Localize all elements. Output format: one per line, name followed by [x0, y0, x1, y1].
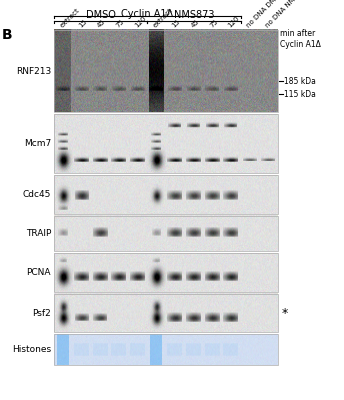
- Text: Mcm7: Mcm7: [24, 139, 51, 148]
- Text: 45: 45: [96, 18, 107, 29]
- Text: Histones: Histones: [12, 345, 51, 354]
- Text: 185 kDa: 185 kDa: [284, 76, 316, 86]
- Text: no DNA NMS873: no DNA NMS873: [265, 0, 309, 29]
- Text: Cyclin A1Δ: Cyclin A1Δ: [121, 9, 173, 19]
- Text: no DNA DMSO: no DNA DMSO: [246, 0, 285, 29]
- Text: 120: 120: [227, 15, 241, 29]
- Text: PCNA: PCNA: [26, 268, 51, 277]
- Text: 120: 120: [134, 15, 148, 29]
- Text: NMS873: NMS873: [174, 10, 214, 20]
- Text: Cdc45: Cdc45: [23, 190, 51, 199]
- Bar: [54, 175, 278, 214]
- Text: min after
Cyclin A1Δ: min after Cyclin A1Δ: [280, 29, 321, 49]
- Bar: [54, 253, 278, 292]
- Text: TRAIP: TRAIP: [25, 229, 51, 238]
- Text: extract: extract: [152, 7, 174, 29]
- Bar: [54, 216, 278, 251]
- Text: 75: 75: [115, 18, 126, 29]
- Text: 15: 15: [171, 18, 182, 29]
- Text: extract: extract: [59, 7, 81, 29]
- Text: 15: 15: [78, 18, 88, 29]
- Text: RNF213: RNF213: [16, 67, 51, 76]
- Bar: [54, 294, 278, 332]
- Text: 75: 75: [208, 18, 219, 29]
- Text: DMSO: DMSO: [86, 10, 116, 20]
- Text: *: *: [282, 306, 288, 320]
- Text: 115 kDa: 115 kDa: [284, 90, 316, 99]
- Bar: [54, 114, 278, 173]
- Bar: [54, 334, 278, 364]
- Text: B: B: [2, 28, 13, 42]
- Text: 45: 45: [190, 18, 200, 29]
- Bar: [54, 30, 278, 112]
- Text: Psf2: Psf2: [32, 308, 51, 318]
